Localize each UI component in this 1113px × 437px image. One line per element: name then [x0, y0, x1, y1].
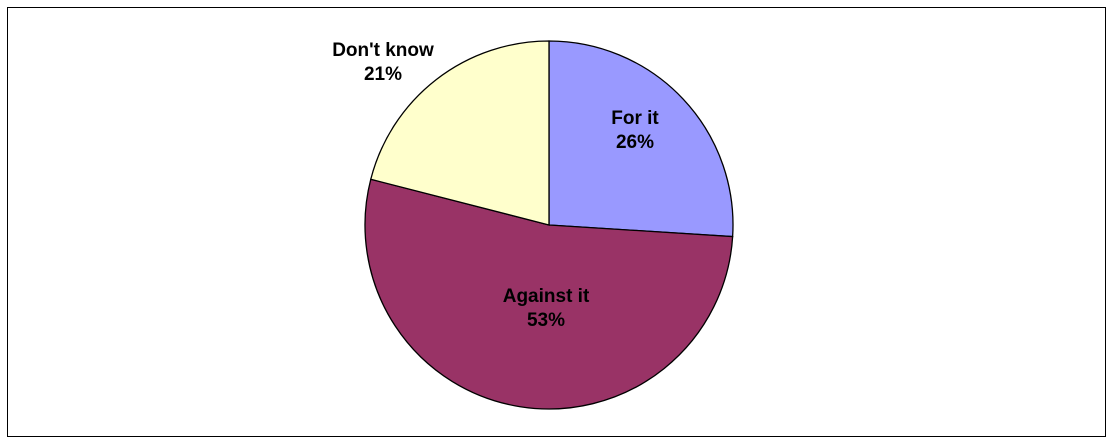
slice-value-don-t-know: 21% — [364, 64, 402, 85]
pie-slice-don-t-know — [369, 40, 550, 226]
pie-slice-for-it — [548, 40, 734, 238]
slice-label-don-t-know: Don't know — [332, 40, 434, 61]
pie-chart: For it 26% Against it 53% Don't know 21% — [332, 40, 734, 410]
pie-data-labels: For it 26% Against it 53% Don't know 21% — [332, 40, 659, 331]
slice-value-against-it: 53% — [527, 310, 565, 331]
slice-label-against-it: Against it — [503, 286, 590, 307]
pie-slices — [364, 40, 734, 410]
slice-value-for-it: 26% — [616, 132, 654, 153]
slice-label-for-it: For it — [611, 108, 659, 129]
pie-slice-against-it — [364, 178, 734, 410]
